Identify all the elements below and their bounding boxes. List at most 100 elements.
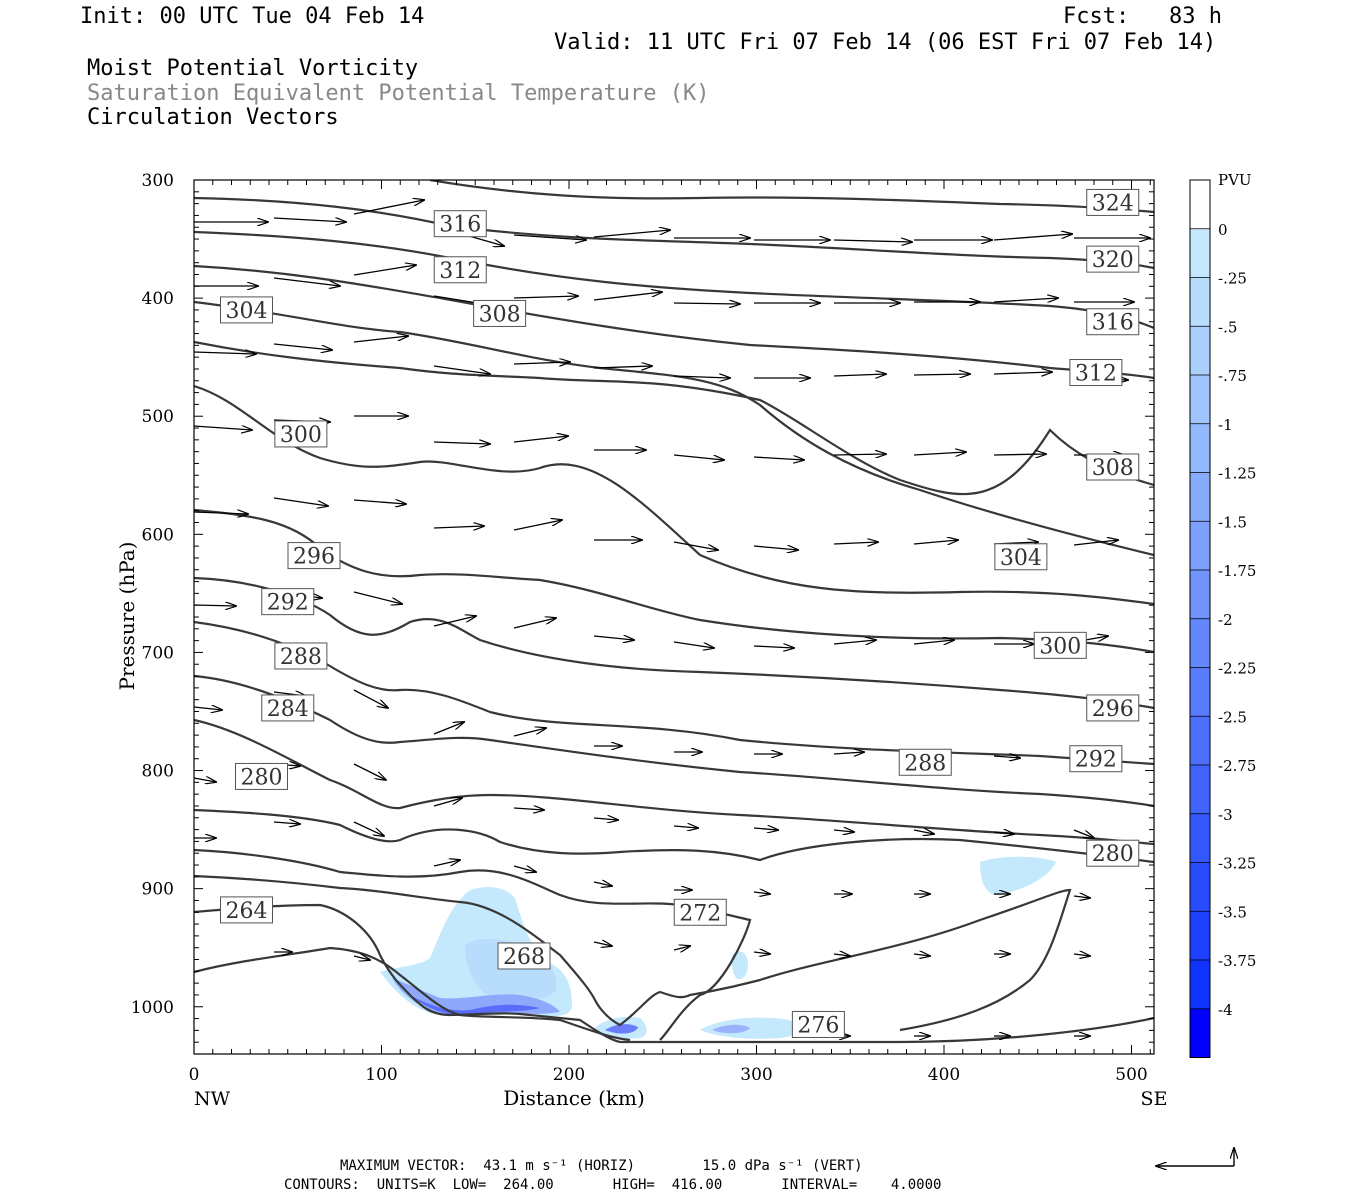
vector [593,882,612,886]
colorbar-label: -1.75 [1218,562,1256,580]
svg-text:284: 284 [267,697,309,722]
vector [513,520,562,531]
title-vectors: Circulation Vectors [87,105,339,130]
svg-text:308: 308 [479,302,521,327]
x-tick-label: 0 [189,1065,200,1085]
contour-284 [194,674,1154,808]
contour-label: 268 [497,942,551,970]
x-tick-label: 400 [928,1065,960,1085]
vector [593,636,634,640]
x-tick-label: 300 [740,1065,772,1085]
svg-text:312: 312 [439,259,481,284]
vector [673,303,740,304]
colorbar-label: -2 [1218,611,1233,629]
vector [273,343,332,350]
colorbar-label: -4 [1218,1001,1233,1019]
contour-label: 264 [220,896,273,924]
vector [433,722,464,735]
vector [753,457,804,460]
svg-text:308: 308 [1092,456,1134,481]
svg-text:300: 300 [1039,634,1081,659]
pv-region-patch-c [731,951,748,980]
svg-text:292: 292 [267,591,309,616]
colorbar-bin [1190,667,1210,717]
vector [593,292,662,301]
vector [353,956,370,960]
footer-max-vector: MAXIMUM VECTOR: 43.1 m s⁻¹ (HORIZ) 15.0 … [340,1158,863,1174]
vector [833,954,850,956]
contour-320 [194,196,1154,270]
pv-shading [380,856,1056,1039]
vector [433,798,462,807]
contour-316 [194,230,1154,330]
y-tick-label: 1000 [131,998,174,1018]
x-end-label-se: SE [1141,1088,1168,1110]
reference-vector-icon [1156,1148,1234,1166]
colorbar-label: -1.5 [1218,513,1247,531]
vector [833,830,854,832]
contour-lowest [194,946,631,1042]
svg-text:312: 312 [1075,362,1117,387]
pv-region-patch-d [980,856,1056,896]
vector [1073,896,1090,898]
vector [513,618,556,629]
vector [593,366,652,368]
contour-label: 296 [1086,694,1140,722]
contour-label: 300 [1033,631,1087,659]
vector [833,640,876,644]
colorbar-bin [1190,228,1210,278]
contour-324 [429,180,1154,214]
svg-text:300: 300 [280,423,322,448]
colorbar-bin [1190,326,1210,375]
contour-312 [194,264,1154,380]
contour-label: 272 [673,898,727,926]
pv-region-patch-a-core [605,1024,638,1034]
colorbar-bin [1190,960,1210,1009]
y-tick-label: 500 [142,407,174,427]
vector [513,808,544,810]
contour-label: 316 [1086,308,1140,336]
svg-text:304: 304 [226,299,268,324]
vector [913,830,934,834]
contour-272 [194,848,752,1041]
contour-288 [194,620,1154,766]
y-tick-label: 400 [142,289,174,309]
forecast-hour: Fcst: 83 h [1063,4,1222,29]
title-mpv: Moist Potential Vorticity [87,56,419,81]
vector [353,763,386,780]
y-axis-label: Pressure (hPa) [115,542,139,691]
vector [913,374,970,375]
colorbar-bin [1190,423,1210,473]
vector [513,866,536,872]
vector [593,942,612,946]
vector [433,442,490,444]
init-time: Init: 00 UTC Tue 04 Feb 14 [80,4,425,29]
vector [673,541,718,550]
contour-label: 280 [235,762,288,790]
colorbar-bin [1190,570,1210,619]
y-tick-label: 900 [142,880,174,900]
vector [513,728,546,737]
vector [913,540,958,544]
vector [273,497,328,506]
vector [513,296,578,298]
colorbar-bin [1190,716,1210,765]
colorbar-label: -2.5 [1218,708,1247,726]
vector [273,217,346,222]
svg-text:316: 316 [1092,311,1134,336]
vector [194,778,216,782]
vector [753,546,798,550]
contour-280 [194,718,1154,846]
x-end-label-nw: NW [194,1088,231,1110]
contour-label: 292 [1069,745,1123,773]
vector [1073,829,1094,838]
contour-label: 308 [1086,453,1140,481]
contour-label: 304 [994,543,1048,571]
contour-label: 288 [898,748,952,776]
vector [993,454,1046,455]
svg-text:288: 288 [904,751,946,776]
vector [913,954,930,956]
y-tick-label: 600 [142,525,174,545]
x-axis-label: Distance (km) [503,1086,645,1110]
svg-text:264: 264 [226,899,268,924]
